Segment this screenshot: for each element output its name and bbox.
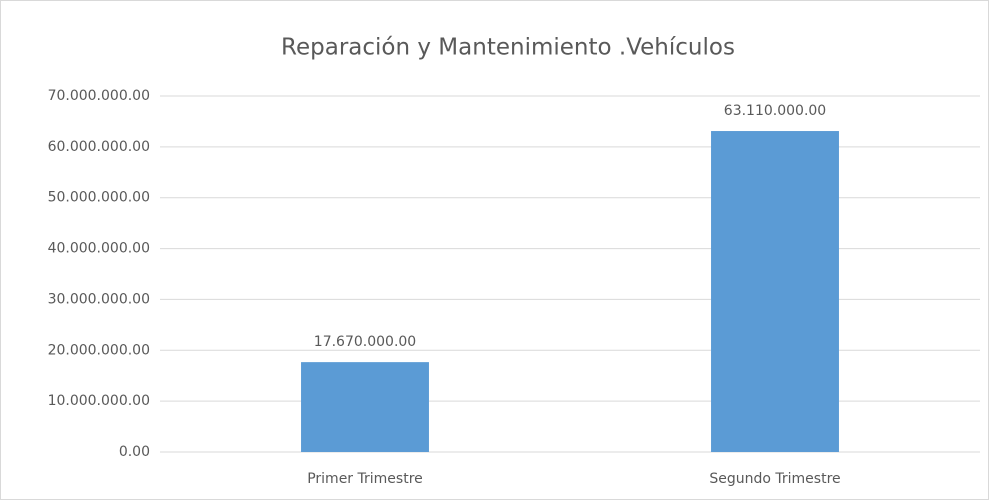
y-tick-label: 10.000.000.00 [48, 393, 150, 409]
chart-title: Reparación y Mantenimiento .Vehículos [281, 35, 735, 61]
y-tick-label: 50.000.000.00 [48, 190, 150, 206]
bar [711, 131, 839, 452]
y-tick-label: 70.000.000.00 [48, 88, 150, 104]
data-label: 17.670.000.00 [314, 334, 416, 350]
x-tick-label: Segundo Trimestre [709, 471, 840, 487]
y-tick-label: 30.000.000.00 [48, 291, 150, 307]
y-tick-label: 60.000.000.00 [48, 139, 150, 155]
y-tick-label: 20.000.000.00 [48, 342, 150, 358]
x-tick-label: Primer Trimestre [307, 471, 423, 487]
y-tick-label: 40.000.000.00 [48, 241, 150, 257]
bar [301, 362, 429, 452]
y-tick-label: 0.00 [119, 444, 150, 460]
data-label: 63.110.000.00 [724, 103, 826, 119]
